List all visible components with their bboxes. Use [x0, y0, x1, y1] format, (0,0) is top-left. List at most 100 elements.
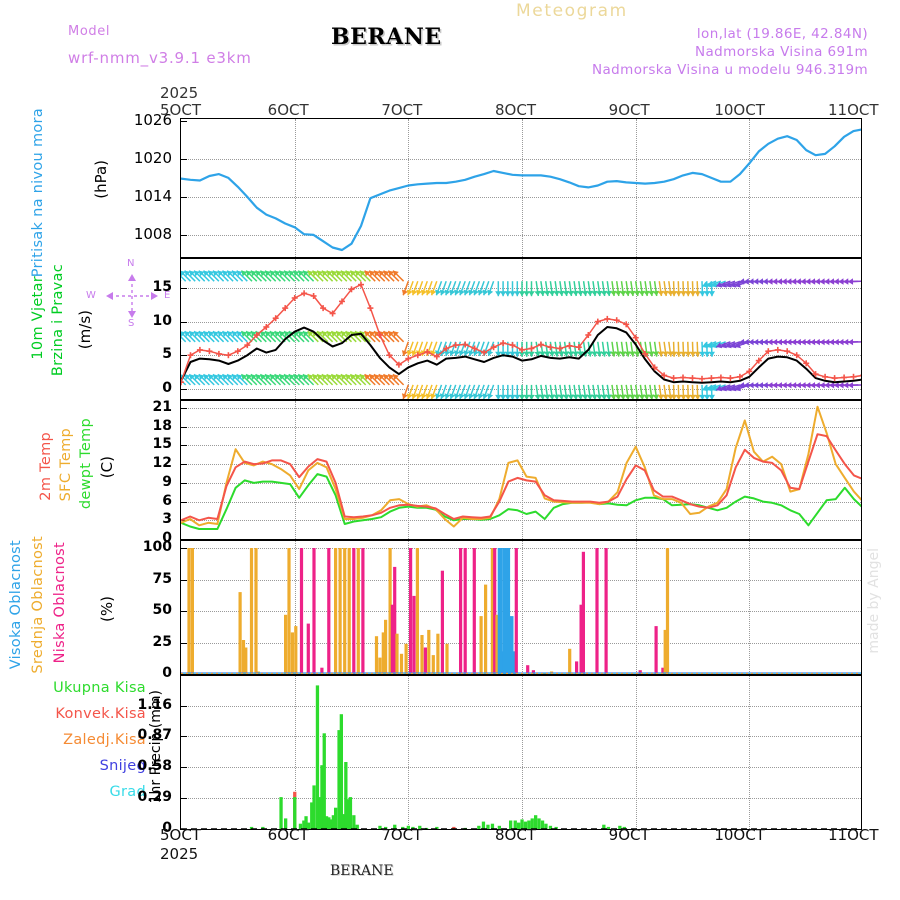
top-axis-year: 2025 [160, 84, 199, 102]
y-axis-tick-mark [181, 548, 187, 550]
y-axis-tick-mark [181, 234, 187, 236]
y-axis-tick-mark [181, 121, 187, 122]
y-axis-label: 5 [162, 346, 172, 363]
compass-south-label: S [128, 318, 135, 329]
cloud-bar [254, 548, 258, 674]
precip-bar [302, 820, 306, 829]
precip-bar [534, 815, 538, 829]
precip-bar [298, 823, 303, 829]
gridline-vertical [408, 119, 410, 257]
gridline-vertical [635, 676, 637, 829]
panel-cloud-cover[interactable] [180, 540, 862, 675]
cloud-bar [472, 548, 476, 674]
cloud-bar [187, 548, 191, 674]
y-axis-tick-mark [181, 426, 187, 428]
plot-series [181, 548, 861, 674]
legend-sfc-temp: SFC Temp [58, 428, 74, 502]
cloud-bar [654, 626, 658, 674]
gridline-vertical [635, 401, 637, 539]
cloud-bar [531, 670, 535, 674]
gridline-vertical [749, 259, 751, 399]
y-axis-tick-mark [181, 445, 187, 447]
cloud-bar [356, 548, 360, 674]
gridline-vertical [408, 541, 410, 674]
y-axis-label: 1.16 [137, 696, 172, 713]
bottom-axis-tick-10oct: 10OCT [714, 826, 765, 844]
precip-bar [435, 826, 439, 829]
legend-snow: Snijeg [99, 758, 146, 774]
gridline-horizontal [181, 767, 861, 769]
cloud-bar [479, 616, 483, 674]
cloud-bar [334, 548, 338, 674]
precip-bar [523, 821, 528, 829]
legend-pressure: Pritisak na nivou mora [30, 108, 46, 278]
gridline-vertical [408, 676, 410, 829]
bottom-axis-tick-8oct: 8OCT [495, 826, 536, 844]
panel-temperature[interactable] [180, 400, 862, 540]
precip-bar [554, 826, 558, 829]
meteogram-heading: Meteogram [516, 1, 628, 21]
cloud-bar [663, 629, 667, 674]
y-axis-label: 75 [152, 570, 172, 587]
top-axis-tick-7oct: 7OCT [381, 101, 423, 119]
precip-bar [279, 797, 283, 829]
cloud-bar [493, 548, 497, 674]
precip-bar [384, 826, 388, 829]
gridline-vertical [522, 676, 523, 829]
cloud-bar [249, 548, 254, 674]
cloud-bar [393, 566, 397, 674]
cloud-bar [484, 584, 488, 674]
cloud-bar [388, 548, 392, 674]
cloud-bar [427, 629, 431, 674]
gridline-horizontal [181, 234, 861, 236]
cloud-bar [436, 633, 440, 674]
cloud-bar [287, 548, 291, 674]
gridline-vertical [408, 401, 410, 539]
precip-bar [334, 807, 338, 829]
gridline-horizontal [181, 501, 861, 503]
panel-wind[interactable] [180, 258, 862, 400]
gridline-horizontal [181, 388, 861, 390]
cloud-bar [579, 604, 583, 674]
precip-bar [418, 825, 422, 829]
legend-convective-rain: Konvek.Kisa [55, 706, 146, 722]
gridline-vertical [408, 259, 410, 399]
y-axis-tick-mark [181, 355, 187, 357]
precip-bar [327, 817, 331, 829]
gridline-vertical [294, 541, 296, 674]
precip-bar [602, 824, 606, 829]
gridline-horizontal [181, 196, 861, 198]
gridline-horizontal [181, 464, 861, 466]
gridline-vertical [294, 119, 296, 257]
unit-wind: (m/s) [76, 310, 94, 350]
legend-total-rain: Ukupna Kisa [53, 680, 146, 696]
cloud-bar [595, 548, 599, 674]
plot-series [181, 128, 861, 252]
cloud-bar [497, 548, 503, 674]
precip-bar [527, 820, 531, 829]
y-axis-label: 1026 [133, 111, 172, 129]
precip-bar [320, 765, 324, 829]
precip-bar [537, 818, 541, 829]
cloud-bar [352, 548, 356, 674]
precip-bar [520, 819, 524, 829]
gridline-horizontal [181, 736, 861, 738]
y-axis-label: 15 [152, 278, 172, 295]
panel-precipitation[interactable] [180, 675, 862, 830]
cloud-bar [423, 647, 427, 674]
legend-freezing-rain: Zaledj.Kisa [63, 732, 146, 748]
y-axis-label: 0.87 [137, 727, 172, 744]
precip-bar [318, 797, 322, 829]
precip-bar [324, 816, 329, 829]
precip-bar [339, 714, 343, 829]
footer-station: BERANE [330, 863, 394, 879]
gridline-horizontal [181, 407, 861, 409]
legend-dewpt-temp: dewpt Temp [78, 418, 94, 510]
precip-bar [348, 797, 353, 829]
top-axis-tick-11oct: 11OCT [828, 101, 879, 119]
precip-bar [378, 825, 382, 829]
y-axis-tick-mark [181, 407, 187, 409]
panel-pressure[interactable] [180, 118, 862, 258]
y-axis-label: 10 [152, 312, 172, 329]
cloud-bar [440, 570, 444, 674]
